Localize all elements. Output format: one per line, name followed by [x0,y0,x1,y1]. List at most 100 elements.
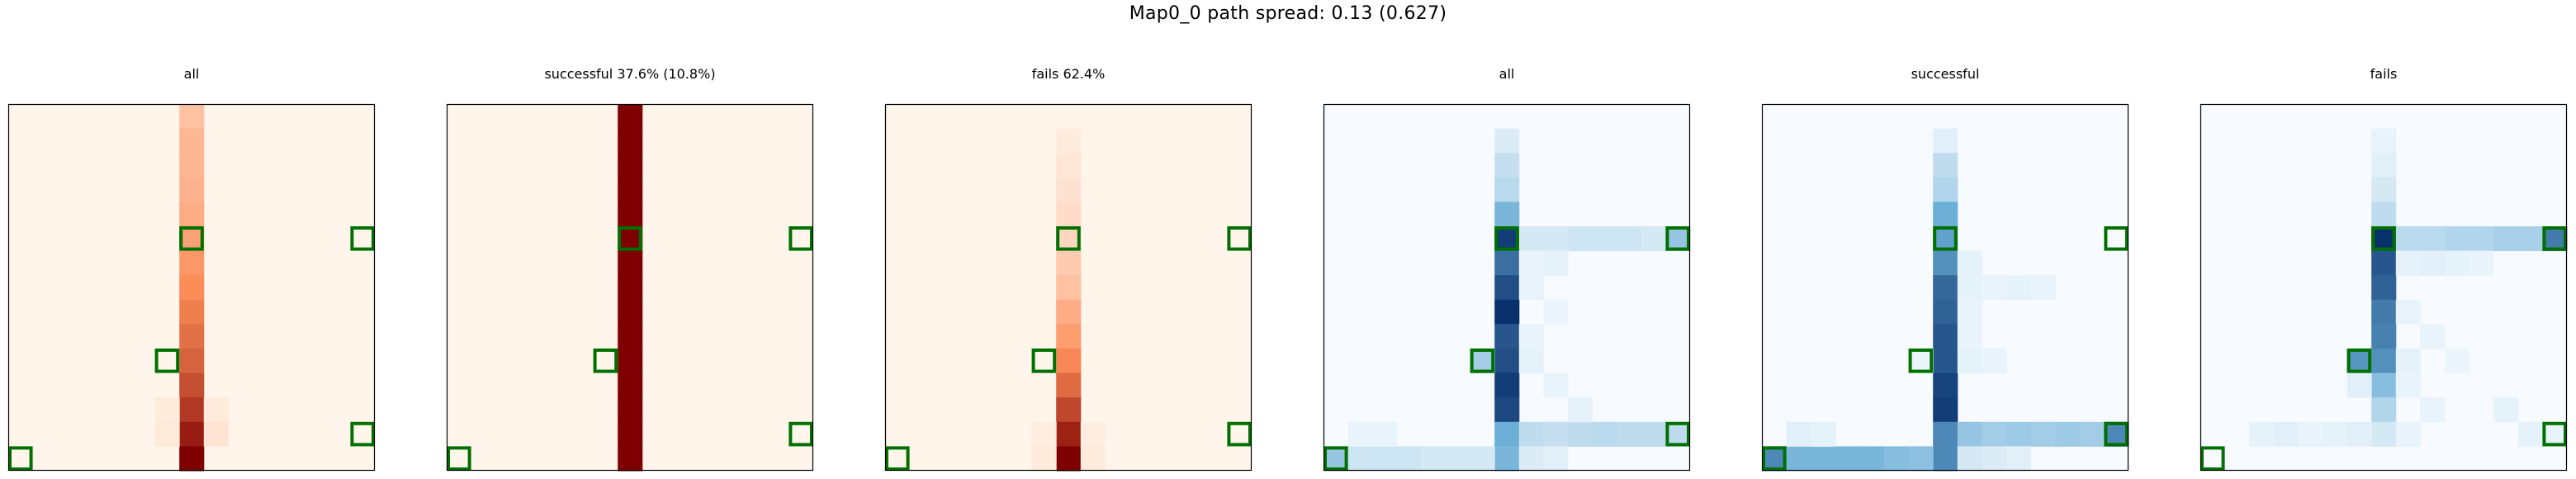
heatmap-cell [1884,446,1910,472]
target-marker [1056,226,1081,251]
heatmap-cell [2445,250,2470,276]
heatmap-cell [1982,421,2007,447]
heatmap-cell [2371,324,2397,349]
heatmap-cell [2346,421,2372,447]
target-marker [2200,446,2225,471]
target-marker [618,226,642,251]
heatmap-cell [1982,275,2007,301]
heatmap-cell [179,299,205,325]
heatmap-cell [2420,226,2446,252]
axes-frame [1323,103,1691,472]
heatmap-cell [2371,299,2397,325]
heatmap-cell [1494,349,1520,374]
heatmap-cell [179,104,205,130]
heatmap-cell [2104,421,2129,447]
heatmap-cell [2371,250,2397,276]
heatmap-cell [1080,446,1106,472]
heatmap-cell [1543,446,1569,472]
target-marker [2371,226,2396,251]
heatmap-cell [1957,275,1982,301]
heatmap-panel-5 [1761,103,2129,472]
target-marker [1227,421,1252,447]
heatmap-cell [2420,324,2446,349]
target-marker [885,446,910,471]
heatmap-cell [154,397,180,423]
heatmap-cell [1056,299,1082,325]
heatmap-cell [1056,153,1082,178]
heatmap-cell [179,177,205,202]
heatmap-cell [1641,226,1666,252]
target-marker [350,226,375,251]
heatmap-cell [1811,421,1836,447]
heatmap-cell [2371,202,2397,227]
heatmap-cell [1494,299,1520,325]
heatmap-cell [179,397,205,423]
heatmap-cell [179,349,205,374]
heatmap-cell [1518,421,1544,447]
heatmap-cell [1982,446,2007,472]
heatmap-cell [1543,299,1569,325]
heatmap-cell [2517,226,2543,252]
heatmap-cell [618,275,643,301]
heatmap-cell [1056,446,1082,472]
heatmap-cell [2420,397,2446,423]
heatmap-cell [1592,421,1617,447]
heatmap-cell [618,153,643,178]
heatmap-cell [179,446,205,472]
heatmap-cell [1617,226,1642,252]
heatmap-cell [2493,226,2519,252]
heatmap-cell [2395,349,2421,374]
target-marker [1494,226,1519,251]
heatmap-cell [2006,275,2032,301]
target-marker [788,226,813,251]
heatmap-cell [2395,299,2421,325]
panel-2-title: successful 37.6% (10.8%) [544,66,716,82]
heatmap-cell [1786,421,1811,447]
heatmap-cell [2469,226,2494,252]
target-marker [2346,349,2372,373]
heatmap-cell [618,226,643,252]
heatmap-cell [1056,372,1082,398]
heatmap-cell [618,104,643,130]
target-marker [2542,421,2567,447]
heatmap-cell [1494,324,1520,349]
panel-6-title: fails [2370,66,2398,82]
panel-3-title: fails 62.4% [1031,66,1106,82]
heatmap-cell [1933,275,1958,301]
heatmap-cell [1056,397,1082,423]
heatmap-cell [2371,275,2397,301]
heatmap-cell [1592,226,1617,252]
heatmap-cell [1494,226,1520,252]
panel-5-title: successful [1911,66,1980,82]
heatmap-cell [1494,397,1520,423]
panel-4-title: all [1499,66,1515,82]
heatmap-cell [1056,202,1082,227]
heatmap-cell [154,421,180,447]
target-marker [2104,421,2129,447]
heatmap-cell [1494,372,1520,398]
heatmap-cell [2371,349,2397,374]
target-marker [2104,226,2129,251]
heatmap-cell [1908,349,1934,374]
heatmap-cell [2371,128,2397,154]
heatmap-cell [1957,324,1982,349]
target-marker [1470,349,1495,373]
heatmap-cell [1494,250,1520,276]
heatmap-cell [1324,446,1349,472]
target-marker [1665,226,1690,251]
heatmap-cell [1056,324,1082,349]
heatmap-cell [1933,153,1958,178]
target-marker [1762,446,1787,471]
heatmap-cell [1641,421,1666,447]
heatmap-cell [1543,250,1569,276]
heatmap-cell [1543,421,1569,447]
target-marker [154,349,180,373]
heatmap-cell [1494,177,1520,202]
axes-frame [1761,103,2129,472]
heatmap-cell [1957,421,1982,447]
heatmap-cell [2323,421,2348,447]
heatmap-cell [2371,153,2397,178]
heatmap-cell [1470,446,1495,472]
heatmap-cell [2493,397,2519,423]
heatmap-cell [2395,226,2421,252]
